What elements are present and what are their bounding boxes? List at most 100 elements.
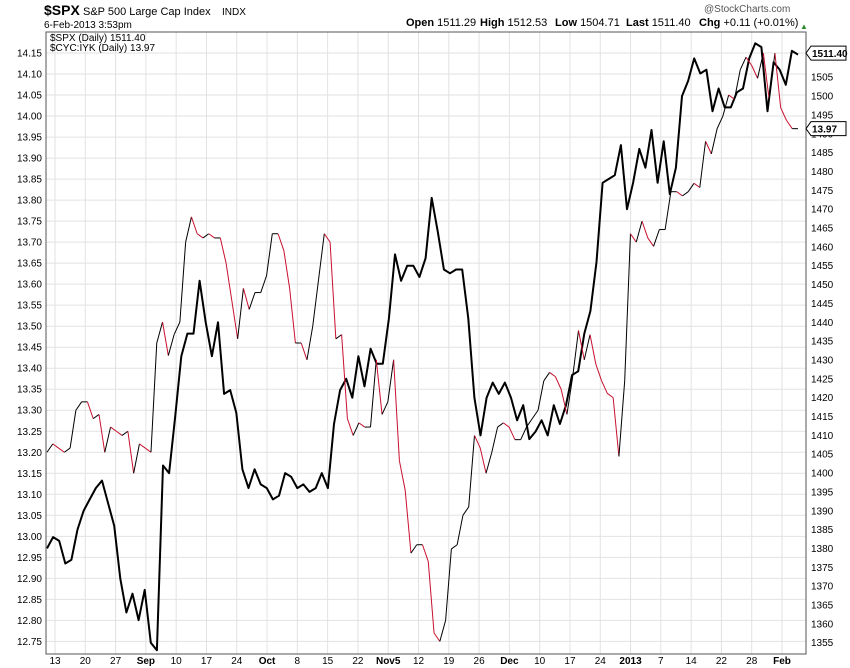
cyc-line-segment xyxy=(127,431,135,474)
cyc-line-segment xyxy=(589,334,597,365)
cyc-line-segment xyxy=(705,141,712,155)
cyc-line-segment xyxy=(150,342,158,453)
left-axis: 14.15 14.10 14.05 14.00 13.95 13.90 13.85 13.80… xyxy=(17,49,42,648)
right-tick-label: 1425 xyxy=(811,374,834,385)
right-tick-label: 1485 xyxy=(811,148,834,159)
cyc-line-segment xyxy=(722,94,730,117)
quote-low: Low 1504.71 xyxy=(555,17,620,29)
cyc-line-segment xyxy=(751,65,759,79)
cyc-line-segment xyxy=(699,141,707,188)
cyc-line-segment xyxy=(208,233,215,239)
right-tick-label: 1355 xyxy=(811,638,834,649)
cyc-line-segment xyxy=(190,216,198,234)
cyc-line-segment xyxy=(387,359,395,402)
x-tick-label: Nov5 xyxy=(376,656,401,667)
x-tick-label: 8 xyxy=(295,656,301,667)
cyc-line-segment xyxy=(716,115,724,129)
cyc-line-segment xyxy=(283,250,291,289)
cyc-line-segment xyxy=(196,233,204,239)
cyc-line-segment xyxy=(64,447,71,453)
cyc-line-segment xyxy=(485,452,493,474)
cyc-line-segment xyxy=(577,330,585,360)
plot-frame xyxy=(45,31,807,655)
cyc-line-segment xyxy=(398,460,406,491)
right-tick-label: 1390 xyxy=(811,506,834,517)
x-tick-label: 26 xyxy=(474,656,486,667)
right-tick-label: 1455 xyxy=(811,261,834,272)
cyc-line-segment xyxy=(618,380,626,457)
left-tick-label: 12.95 xyxy=(17,553,42,564)
right-tick-label: 1450 xyxy=(811,280,834,291)
cyc-line-segment xyxy=(612,397,620,457)
cyc-line-segment xyxy=(653,229,660,247)
cyc-line-segment xyxy=(185,216,192,243)
left-tick-label: 14.15 xyxy=(17,49,42,60)
timestamp: 6-Feb-2013 3:53pm xyxy=(44,20,132,31)
right-tick-label: 1370 xyxy=(811,582,834,593)
left-tick-label: 13.70 xyxy=(17,238,42,249)
x-tick-label: 22 xyxy=(716,656,728,667)
cyc-line-segment xyxy=(410,544,418,554)
x-tick-label: 27 xyxy=(110,656,122,667)
x-tick-label: 14 xyxy=(686,656,698,667)
left-tick-label: 13.35 xyxy=(17,385,42,396)
cyc-line-segment xyxy=(520,426,527,440)
cyc-line-segment xyxy=(341,334,348,419)
cyc-line-segment xyxy=(497,422,504,428)
quote-high: High 1512.53 xyxy=(480,17,547,29)
cyc-line-segment xyxy=(144,447,152,453)
right-tick-label: 1440 xyxy=(811,318,834,329)
left-tick-label: 12.85 xyxy=(17,595,42,606)
x-tick-label: 24 xyxy=(231,656,243,667)
x-tick-label: Oct xyxy=(259,656,276,667)
left-tick-label: 13.60 xyxy=(17,280,42,291)
index-name: S&P 500 Large Cap Index xyxy=(83,6,211,18)
up-arrow-icon: ▲ xyxy=(800,22,808,31)
cyc-line-segment xyxy=(266,233,273,276)
left-tick-label: 12.75 xyxy=(17,637,42,648)
cyc-line-segment xyxy=(682,191,689,197)
quote-row: Open 1511.29 High 1512.53 Low 1504.71 Last … xyxy=(406,17,798,29)
cyc-line-segment xyxy=(58,447,65,453)
cyc-line-segment xyxy=(560,389,568,415)
cyc-line-segment xyxy=(104,426,112,453)
right-tick-label: 1380 xyxy=(811,544,834,555)
cyc-line-segment xyxy=(687,183,695,192)
right-tick-label: 1430 xyxy=(811,355,834,366)
left-tick-label: 14.05 xyxy=(17,91,42,102)
cyc-line-segment xyxy=(433,632,441,642)
right-tick-label: 1465 xyxy=(811,224,834,235)
cyc-line-segment xyxy=(462,506,470,516)
x-tick-label: 17 xyxy=(564,656,576,667)
cyc-line-segment xyxy=(503,422,510,428)
cyc-line-segment xyxy=(427,561,435,634)
right-tick-label: 1395 xyxy=(811,487,834,498)
cyc-line-segment xyxy=(225,263,233,302)
cyc-line-segment xyxy=(116,430,123,436)
left-tick-label: 13.65 xyxy=(17,259,42,270)
x-tick-label: 7 xyxy=(658,656,664,667)
left-tick-label: 13.55 xyxy=(17,301,42,312)
cyc-line-segment xyxy=(260,275,267,293)
cyc-line-segment xyxy=(121,430,129,436)
left-tick-label: 14.10 xyxy=(17,70,42,81)
cyc-line-segment xyxy=(329,242,337,339)
cyc-line-segment xyxy=(346,418,354,436)
x-tick-label: Sep xyxy=(137,656,155,667)
cyc-line-segment xyxy=(179,242,187,323)
x-tick-label: 17 xyxy=(201,656,213,667)
cyc-line-segment xyxy=(52,443,59,449)
cyc-line-segment xyxy=(300,342,308,360)
right-tick-label: 1495 xyxy=(811,110,834,121)
right-tick-label: 1420 xyxy=(811,393,834,404)
cyc-line-segment xyxy=(451,544,458,550)
cyc-line-segment xyxy=(630,233,637,243)
cyc-line-segment xyxy=(757,52,764,79)
cyc-line-segment xyxy=(110,426,117,432)
right-tick-label: 1400 xyxy=(811,469,834,480)
cyc-line-segment xyxy=(739,57,747,71)
cyc-line-segment xyxy=(231,300,239,339)
cyc-line-segment xyxy=(624,233,631,381)
svg-text:1511.40: 1511.40 xyxy=(812,49,848,60)
cyc-line-segment xyxy=(468,435,475,507)
